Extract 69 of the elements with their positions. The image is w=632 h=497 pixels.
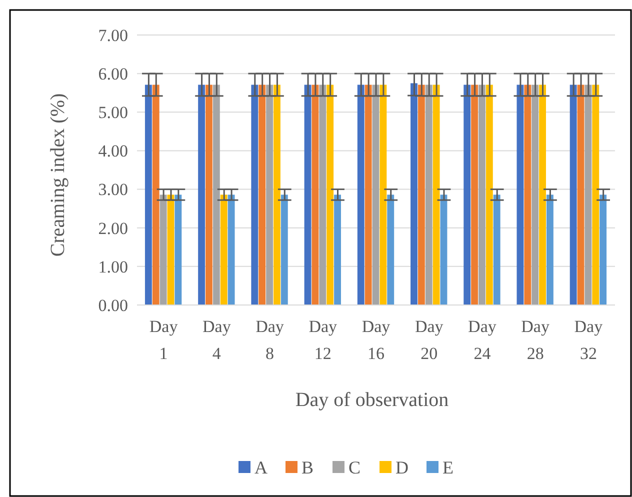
bar bbox=[440, 194, 448, 305]
x-axis-title: Day of observation bbox=[295, 389, 449, 411]
x-tick-label: Day 16 bbox=[362, 317, 391, 363]
legend-label: B bbox=[302, 457, 314, 478]
bar bbox=[471, 84, 478, 305]
bar bbox=[326, 84, 334, 305]
bar bbox=[212, 84, 220, 305]
bar bbox=[304, 84, 312, 305]
bar bbox=[570, 84, 577, 305]
bar bbox=[228, 194, 235, 305]
y-tick-label: 6.00 bbox=[98, 64, 128, 84]
bar bbox=[167, 194, 174, 305]
bar bbox=[546, 194, 554, 305]
bar bbox=[266, 84, 273, 305]
bar bbox=[251, 84, 258, 305]
bar bbox=[387, 194, 394, 305]
bar bbox=[410, 83, 418, 305]
y-tick-label: 4.00 bbox=[98, 142, 128, 161]
bar bbox=[493, 194, 500, 305]
bar bbox=[432, 84, 440, 305]
bar bbox=[600, 194, 607, 305]
x-tick-label: Day 1 bbox=[149, 317, 178, 363]
x-tick-label: Day 8 bbox=[256, 317, 284, 363]
bar bbox=[280, 194, 288, 305]
bar bbox=[577, 84, 584, 305]
y-axis-title: Creaming index (%) bbox=[47, 93, 69, 257]
bar bbox=[486, 84, 493, 305]
bar bbox=[372, 84, 380, 305]
bar bbox=[334, 194, 341, 305]
x-tick-label: Day 24 bbox=[468, 317, 497, 363]
legend-label: C bbox=[348, 457, 361, 478]
y-tick-label: 5.00 bbox=[98, 103, 128, 122]
bar bbox=[584, 84, 592, 305]
y-tick-label: 0.00 bbox=[98, 296, 128, 315]
bar bbox=[380, 84, 387, 305]
bar bbox=[418, 84, 425, 305]
bar bbox=[144, 84, 152, 305]
y-tick-label: 3.00 bbox=[98, 180, 128, 200]
bar bbox=[319, 84, 326, 305]
bar bbox=[478, 84, 486, 305]
bar bbox=[425, 84, 432, 305]
y-tick-label: 2.00 bbox=[98, 218, 128, 238]
y-tick-label: 1.00 bbox=[98, 257, 128, 276]
x-tick-label: Day 4 bbox=[202, 317, 232, 363]
bar bbox=[258, 84, 266, 305]
bar bbox=[539, 84, 546, 305]
bar bbox=[152, 84, 160, 305]
x-tick-label: Day 12 bbox=[308, 317, 338, 363]
bar bbox=[220, 194, 228, 305]
bar bbox=[357, 84, 364, 305]
bar bbox=[174, 194, 182, 305]
bar bbox=[273, 84, 280, 305]
y-tick-label: 7.00 bbox=[98, 26, 128, 45]
bar bbox=[464, 84, 471, 305]
bar bbox=[524, 84, 532, 305]
bar bbox=[364, 84, 372, 305]
legend-label: A bbox=[254, 457, 268, 478]
bar bbox=[160, 194, 167, 305]
x-tick-label: Day 32 bbox=[574, 317, 604, 363]
bar bbox=[198, 84, 206, 305]
bar bbox=[592, 84, 600, 305]
legend-label: E bbox=[442, 457, 454, 478]
bar bbox=[532, 84, 539, 305]
legend-label: D bbox=[396, 457, 408, 478]
bar bbox=[312, 84, 319, 305]
x-tick-label: Day 20 bbox=[414, 317, 444, 363]
bar bbox=[206, 84, 212, 305]
x-tick-label: Day 28 bbox=[521, 317, 550, 363]
bar bbox=[516, 84, 524, 305]
